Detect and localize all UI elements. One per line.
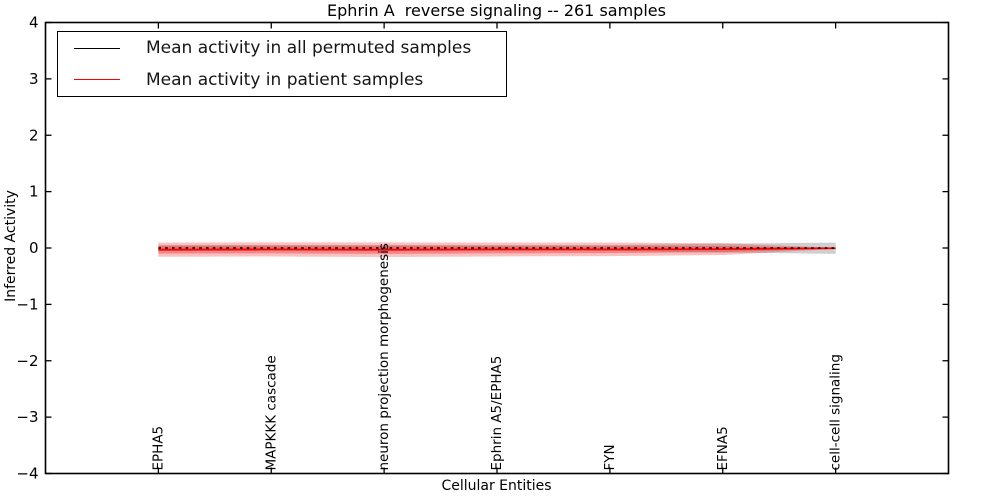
- y-tick-label: −4: [16, 465, 38, 483]
- y-tick-label: −2: [16, 352, 38, 370]
- x-tick-label: neuron projection morphogenesis: [376, 243, 392, 470]
- x-tick-label: MAPKKK cascade: [263, 355, 279, 470]
- legend-entry-patient: Mean activity in patient samples: [58, 65, 506, 95]
- legend-line-swatch-permuted: [74, 47, 120, 49]
- legend-label-patient: Mean activity in patient samples: [146, 69, 424, 90]
- permuted-samples-std-band-polygon: [158, 242, 836, 254]
- legend: Mean activity in all permuted samples Me…: [57, 31, 507, 97]
- series-line-solid: [158, 247, 836, 251]
- y-tick-label: −3: [16, 408, 38, 426]
- x-axis-label: Cellular Entities: [441, 478, 552, 494]
- chart-title: Ephrin A reverse signaling -- 261 sample…: [327, 1, 666, 20]
- legend-line-swatch-patient: [74, 79, 120, 81]
- x-tick-label: EPHA5: [150, 426, 166, 471]
- x-tick-label: Ephrin A5/EPHA5: [489, 356, 505, 471]
- x-tick-label: FYN: [602, 444, 618, 470]
- y-tick-label: 4: [29, 14, 39, 32]
- legend-label-permuted: Mean activity in all permuted samples: [146, 38, 472, 59]
- y-tick-label: 3: [29, 70, 39, 88]
- y-tick-label: 2: [29, 126, 39, 144]
- y-axis-label: Inferred Activity: [3, 190, 19, 302]
- y-tick-label: −1: [16, 295, 38, 313]
- y-tick-label: 0: [29, 239, 39, 257]
- legend-entry-permuted: Mean activity in all permuted samples: [58, 33, 506, 63]
- x-tick-label: EFNA5: [715, 426, 731, 470]
- y-tick-label: 1: [29, 183, 39, 201]
- x-tick-label: cell-cell signaling: [828, 354, 844, 470]
